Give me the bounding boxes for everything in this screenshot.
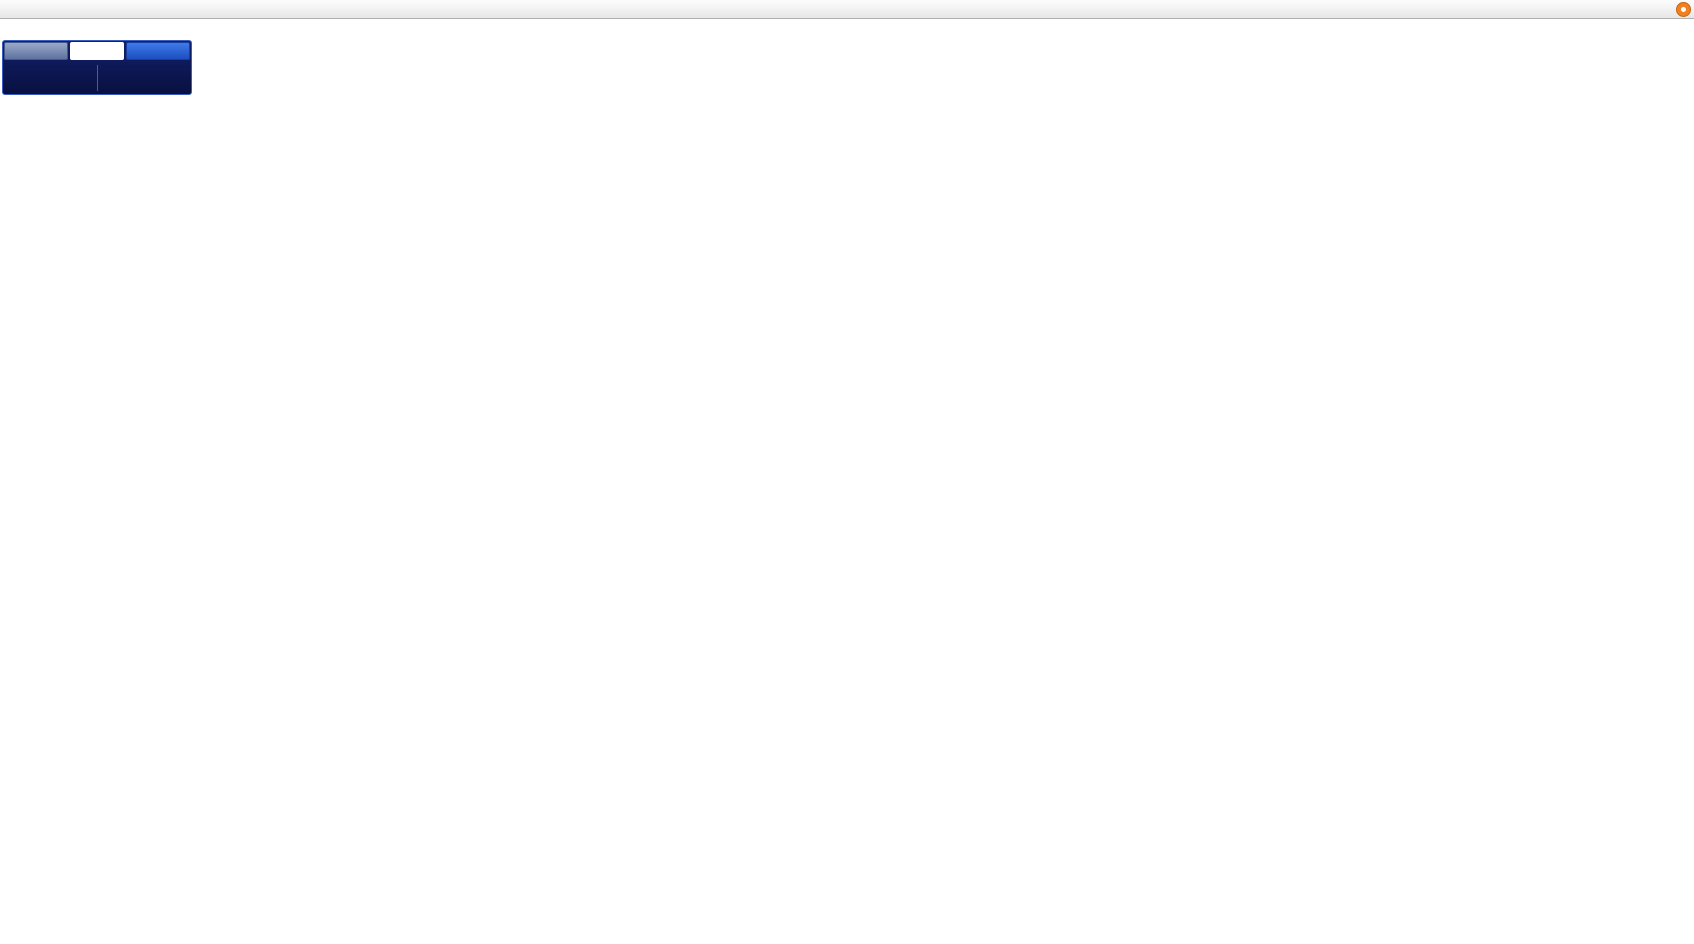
price-divider bbox=[96, 64, 98, 91]
buy-price[interactable] bbox=[98, 63, 192, 92]
buy-button[interactable] bbox=[126, 42, 190, 60]
toolbar bbox=[0, 0, 1694, 19]
sell-price[interactable] bbox=[3, 63, 97, 92]
one-click-trading-panel bbox=[2, 40, 192, 95]
volume-stepper[interactable] bbox=[70, 42, 124, 60]
notification-icon[interactable] bbox=[1676, 2, 1691, 17]
sell-button[interactable] bbox=[4, 42, 68, 60]
